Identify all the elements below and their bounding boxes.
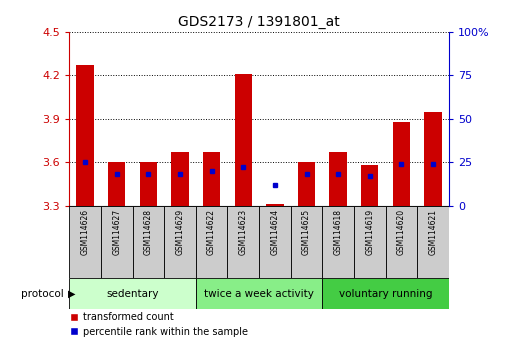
Bar bbox=[354, 206, 386, 278]
Bar bbox=[266, 204, 284, 206]
Text: GSM114619: GSM114619 bbox=[365, 209, 374, 256]
Text: GSM114626: GSM114626 bbox=[81, 209, 90, 256]
Bar bbox=[132, 206, 164, 278]
Bar bbox=[171, 152, 189, 206]
Text: sedentary: sedentary bbox=[106, 289, 159, 298]
Bar bbox=[164, 206, 196, 278]
Bar bbox=[196, 206, 227, 278]
Bar bbox=[69, 278, 196, 309]
Text: GSM114621: GSM114621 bbox=[428, 209, 438, 255]
Text: protocol: protocol bbox=[22, 289, 64, 298]
Text: ▶: ▶ bbox=[68, 289, 76, 298]
Text: twice a week activity: twice a week activity bbox=[204, 289, 314, 298]
Bar bbox=[234, 74, 252, 206]
Text: voluntary running: voluntary running bbox=[339, 289, 432, 298]
Bar bbox=[227, 206, 259, 278]
Bar bbox=[361, 165, 379, 206]
Bar bbox=[386, 206, 417, 278]
Title: GDS2173 / 1391801_at: GDS2173 / 1391801_at bbox=[178, 16, 340, 29]
Bar bbox=[196, 278, 322, 309]
Legend: transformed count, percentile rank within the sample: transformed count, percentile rank withi… bbox=[66, 308, 252, 341]
Text: GSM114623: GSM114623 bbox=[239, 209, 248, 256]
Text: GSM114622: GSM114622 bbox=[207, 209, 216, 255]
Text: GSM114629: GSM114629 bbox=[175, 209, 185, 256]
Bar bbox=[140, 162, 157, 206]
Bar bbox=[69, 206, 101, 278]
Bar bbox=[259, 206, 291, 278]
Text: GSM114628: GSM114628 bbox=[144, 209, 153, 255]
Bar bbox=[298, 162, 315, 206]
Bar bbox=[322, 206, 354, 278]
Bar bbox=[417, 206, 449, 278]
Text: GSM114625: GSM114625 bbox=[302, 209, 311, 256]
Bar bbox=[322, 278, 449, 309]
Bar bbox=[424, 112, 442, 206]
Text: GSM114627: GSM114627 bbox=[112, 209, 121, 256]
Bar bbox=[291, 206, 322, 278]
Bar bbox=[329, 152, 347, 206]
Bar bbox=[76, 65, 94, 206]
Text: GSM114618: GSM114618 bbox=[333, 209, 343, 255]
Bar bbox=[393, 122, 410, 206]
Bar bbox=[101, 206, 132, 278]
Bar bbox=[203, 152, 220, 206]
Text: GSM114624: GSM114624 bbox=[270, 209, 280, 256]
Text: GSM114620: GSM114620 bbox=[397, 209, 406, 256]
Bar bbox=[108, 162, 125, 206]
